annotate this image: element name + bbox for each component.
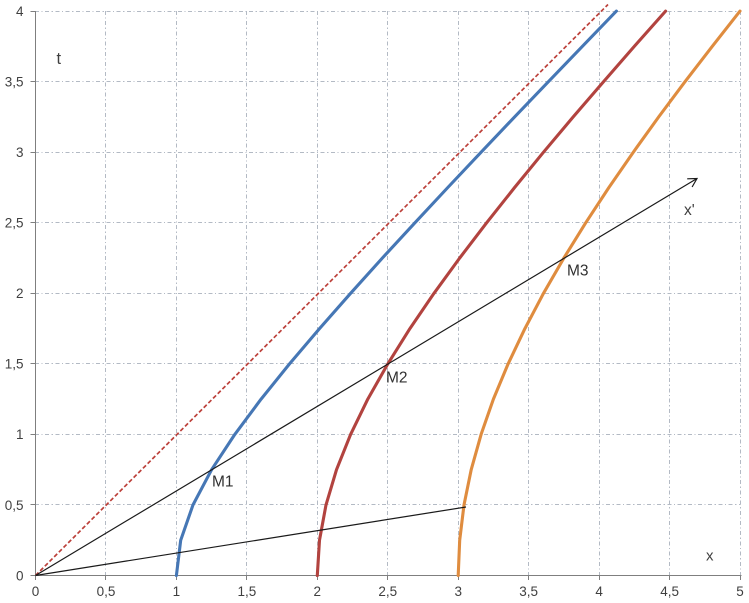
svg-text:2: 2 [16,286,24,301]
svg-text:0,5: 0,5 [5,498,24,513]
svg-text:1,5: 1,5 [238,584,257,599]
svg-text:2,5: 2,5 [5,216,24,231]
svg-text:2,5: 2,5 [378,584,397,599]
svg-text:0,5: 0,5 [97,584,116,599]
svg-text:0: 0 [16,568,24,583]
svg-text:x': x' [684,202,695,219]
svg-text:M3: M3 [567,263,589,280]
svg-text:4: 4 [595,584,603,599]
svg-text:4: 4 [16,4,24,19]
svg-text:2: 2 [314,584,322,599]
svg-text:4,5: 4,5 [660,584,679,599]
svg-text:x: x [706,548,714,565]
svg-text:3: 3 [16,145,24,160]
svg-text:1,5: 1,5 [5,357,24,372]
svg-text:1: 1 [16,427,24,442]
svg-text:t: t [57,50,62,68]
svg-text:3,5: 3,5 [519,584,538,599]
svg-text:0: 0 [32,584,40,599]
svg-text:M2: M2 [386,370,408,387]
svg-text:1: 1 [173,584,181,599]
svg-text:3: 3 [454,584,462,599]
svg-text:M1: M1 [212,474,234,491]
svg-text:3,5: 3,5 [5,75,24,90]
svg-text:5: 5 [736,584,744,599]
